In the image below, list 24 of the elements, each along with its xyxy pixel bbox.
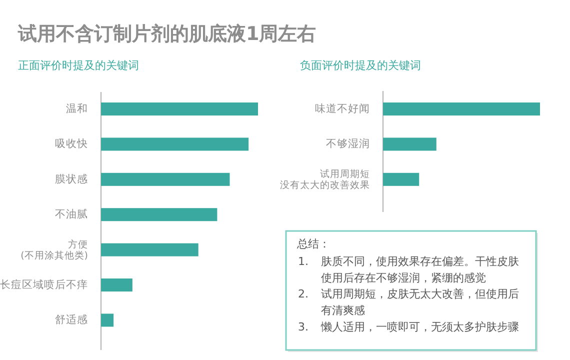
y-tick-label: 温和	[66, 102, 88, 115]
bar	[101, 278, 132, 292]
bar	[101, 102, 258, 116]
text: 总结：	[296, 238, 330, 250]
text: 3. 懒人适用，一喷即可，无须太多护肤步骤	[298, 320, 519, 334]
bar	[101, 314, 114, 327]
text: 2. 试用周期短，皮肤无太大改善，但使用后有清爽感	[298, 288, 519, 318]
bar	[101, 243, 198, 256]
y-tick-label: 试用周期短没有太大的改善效果	[280, 167, 370, 190]
y-tick-label: 方便 (不用涂其他类)	[20, 238, 88, 261]
chart-subtitle: 正面评价时提及的关键词	[18, 59, 139, 72]
y-tick-label: 不油腻	[55, 208, 88, 221]
y-tick-label: 吸收快	[55, 137, 88, 150]
bar	[101, 172, 230, 186]
y-tick-label: 膜状感	[55, 172, 88, 186]
y-tick-label: 舒适感	[55, 313, 88, 326]
y-tick-label: 味道不好闻	[315, 102, 370, 115]
bar	[101, 138, 249, 151]
y-tick-label: 长痘区域喷后不痒	[0, 278, 88, 291]
chart-subtitle: 负面评价时提及的关键词	[300, 59, 421, 72]
text: 1. 肤质不同，使用效果存在偏差。干性皮肤使用后存在不够湿润，紧绷的感觉	[298, 254, 519, 284]
bar	[101, 208, 218, 222]
chart-title: 试用不含订制片剂的肌底液1周左右	[17, 23, 316, 45]
y-tick-label: 不够湿润	[326, 137, 370, 150]
